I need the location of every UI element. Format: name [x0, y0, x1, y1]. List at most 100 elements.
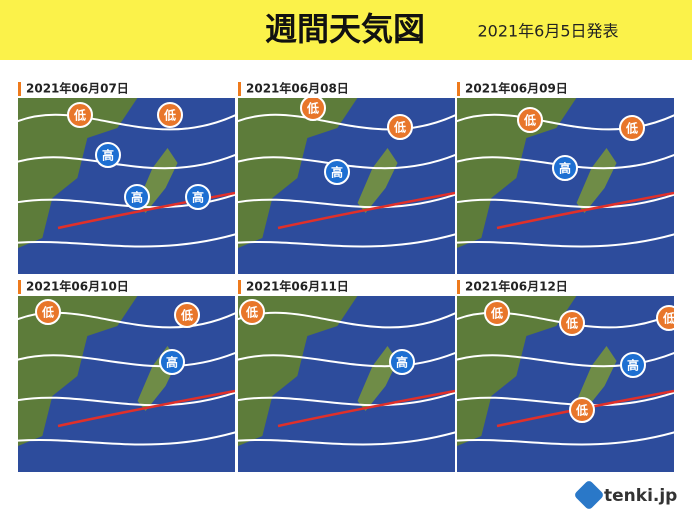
front	[496, 191, 674, 230]
date-marker	[18, 82, 21, 96]
map-content: 低低 低高低	[457, 296, 675, 446]
date-marker	[238, 280, 241, 294]
isobar	[457, 391, 674, 407]
date-marker	[238, 82, 241, 96]
isobar	[238, 233, 455, 248]
pressure-marker	[300, 98, 326, 121]
pressure-marker	[484, 300, 510, 326]
pressure-label: 低	[565, 316, 578, 331]
land	[357, 148, 398, 213]
pressure-marker	[239, 299, 265, 325]
pressure-marker	[656, 305, 674, 331]
date-marker	[18, 280, 21, 294]
isobar	[457, 193, 674, 209]
pressure-label: 低	[662, 311, 675, 326]
land	[357, 346, 398, 411]
pressure-label: 低	[245, 305, 258, 320]
panel-date: 2021年06月11日	[246, 279, 349, 294]
pressure-label: 高	[396, 355, 408, 370]
pressure-marker	[559, 310, 585, 336]
pressure-label: 低	[490, 306, 503, 321]
land	[18, 98, 138, 248]
isobar	[238, 431, 455, 446]
pressure-marker	[389, 349, 415, 375]
logo-text: tenki.jp	[604, 486, 677, 506]
pressure-marker	[517, 107, 543, 133]
pressure-marker	[124, 184, 150, 210]
map-content: 低低高	[18, 296, 235, 446]
pressure-marker	[552, 155, 578, 181]
pressure-marker	[157, 102, 183, 128]
land	[457, 98, 577, 248]
panel-date: 2021年06月10日	[26, 279, 129, 294]
isobar	[238, 193, 455, 209]
pressure-label: 低	[523, 113, 536, 128]
pressure-label: 高	[166, 355, 178, 370]
land	[576, 346, 617, 411]
pressure-marker	[324, 159, 350, 185]
land	[238, 98, 358, 248]
isobar	[457, 113, 674, 131]
pressure-label: 低	[73, 108, 86, 123]
pressure-marker	[35, 299, 61, 325]
pressure-label: 高	[559, 161, 571, 176]
pressure-label: 高	[331, 165, 343, 180]
isobar	[18, 431, 235, 446]
map-content: 低低高	[457, 98, 674, 248]
isobar	[457, 351, 674, 368]
panel-date: 2021年06月12日	[465, 279, 568, 294]
pressure-marker	[619, 115, 645, 141]
isobar	[238, 113, 455, 131]
pressure-label: 低	[41, 305, 54, 320]
isobar	[238, 351, 455, 368]
front	[277, 191, 455, 230]
isobar	[457, 431, 674, 446]
panel-date: 2021年06月08日	[246, 81, 349, 96]
map-content: 低低高	[238, 98, 455, 248]
pressure-marker	[174, 302, 200, 328]
issued-date: 2021年6月5日発表	[477, 22, 618, 41]
front	[57, 389, 235, 428]
logo: tenki.jp	[575, 481, 677, 509]
map-panel: 2021年06月07日低 低高高高	[18, 81, 235, 274]
map-content: 低低高高高	[18, 98, 235, 248]
pressure-label: 高	[131, 190, 143, 205]
pressure-label: 低	[163, 108, 176, 123]
pressure-label: 低	[625, 121, 638, 136]
date-marker	[457, 82, 460, 96]
isobar	[18, 113, 235, 131]
pressure-label: 高	[102, 148, 114, 163]
pressure-marker	[387, 114, 413, 140]
land	[457, 296, 577, 446]
isobar	[457, 311, 674, 329]
isobar	[18, 233, 235, 248]
pressure-marker	[159, 349, 185, 375]
pressure-label: 高	[627, 358, 639, 373]
pressure-label: 低	[575, 403, 588, 418]
logo-icon	[575, 481, 603, 509]
pressure-marker	[95, 142, 121, 168]
pressure-marker	[569, 397, 595, 423]
land	[18, 296, 138, 446]
pressure-marker	[185, 184, 211, 210]
land	[238, 296, 358, 446]
isobar	[18, 153, 235, 170]
isobar	[18, 351, 235, 368]
map-content: 低高	[238, 296, 455, 446]
pressure-marker	[67, 102, 93, 128]
title: 週間天気図	[265, 10, 425, 48]
pressure-marker	[620, 352, 646, 378]
isobar	[18, 391, 235, 407]
pressure-label: 高	[192, 190, 204, 205]
isobar	[457, 233, 674, 248]
isobar	[238, 391, 455, 407]
land	[576, 148, 617, 213]
header-band	[0, 0, 692, 60]
pressure-label: 低	[306, 101, 319, 116]
